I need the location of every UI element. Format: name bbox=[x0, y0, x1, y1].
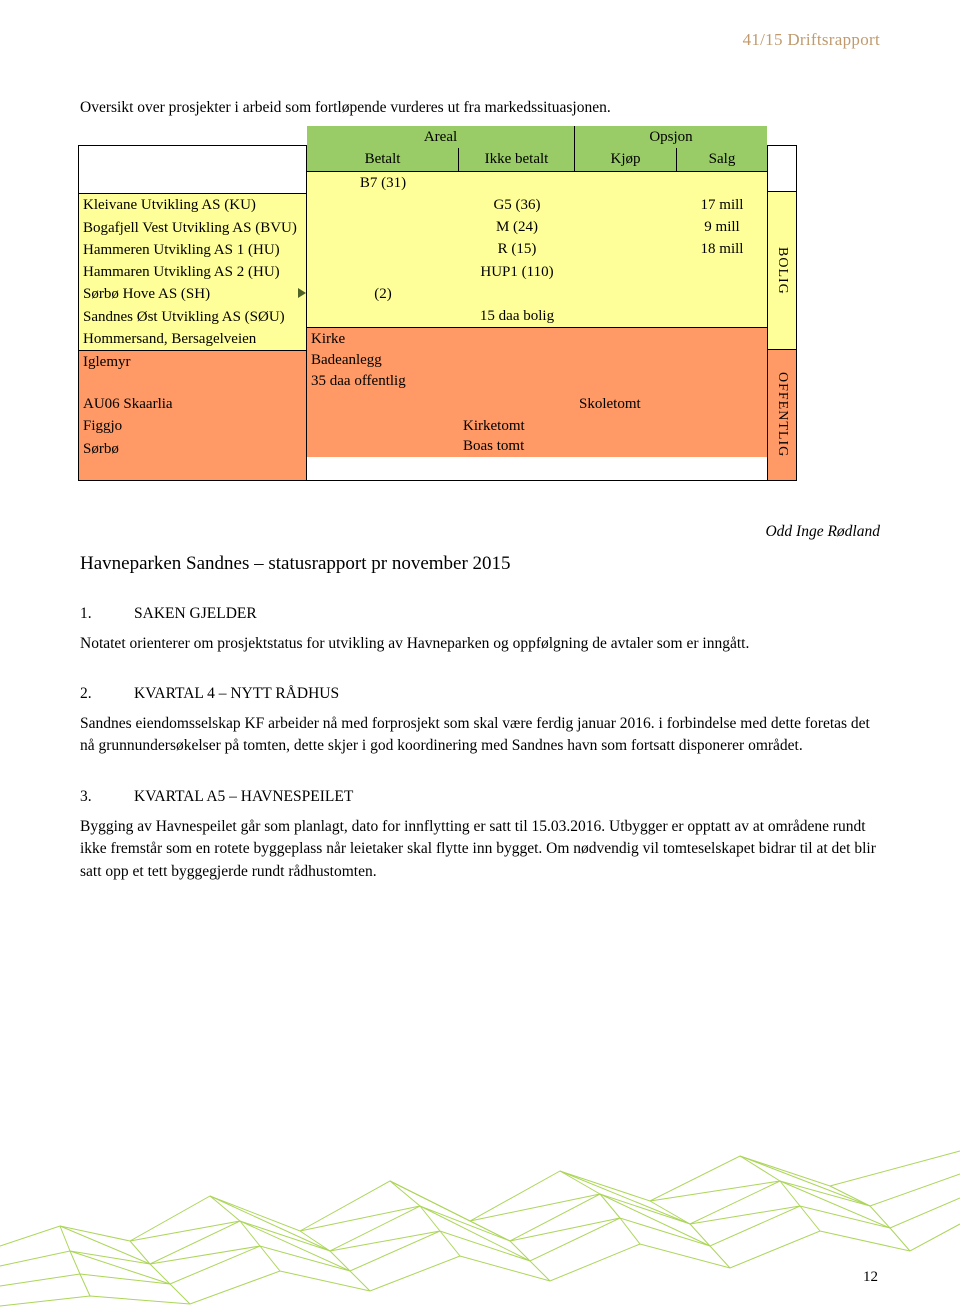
table-cell bbox=[677, 305, 767, 327]
table-cell bbox=[459, 172, 575, 194]
section-2-body: Sandnes eiendomsselskap KF arbeider nå m… bbox=[80, 713, 880, 758]
table-cell bbox=[575, 305, 677, 327]
header-kjop: Kjøp bbox=[575, 148, 677, 170]
section-2-heading: 2. KVARTAL 4 – NYTT RÅDHUS bbox=[80, 685, 880, 703]
table-cell: B7 (31) bbox=[307, 172, 459, 194]
table-cell bbox=[459, 393, 575, 415]
header-ikke-betalt: Ikke betalt bbox=[459, 148, 575, 170]
table-cell: G5 (36) bbox=[459, 194, 575, 216]
table-cell: 15 daa bolig bbox=[459, 305, 575, 327]
table-cell bbox=[677, 393, 767, 415]
table-cell bbox=[575, 261, 677, 283]
table-cell bbox=[307, 238, 459, 260]
row-name: Kleivane Utvikling AS (KU) bbox=[79, 194, 306, 216]
table-cell bbox=[677, 415, 767, 457]
table-cell bbox=[307, 194, 459, 216]
table-cell: M (24) bbox=[459, 216, 575, 238]
row-name: Figgjo bbox=[79, 415, 306, 437]
header-areal: Areal bbox=[307, 126, 575, 148]
table-cell bbox=[575, 216, 677, 238]
table-cell bbox=[677, 328, 767, 370]
table-cell: KirkeBadeanlegg bbox=[307, 328, 459, 370]
page-number: 12 bbox=[863, 1269, 878, 1286]
table-cell: HUP1 (110) bbox=[459, 261, 575, 283]
table-cell bbox=[575, 283, 677, 305]
table-cell bbox=[307, 216, 459, 238]
row-name: Sørbø bbox=[79, 438, 306, 480]
section-1-heading: 1. SAKEN GJELDER bbox=[80, 605, 880, 623]
table-cell bbox=[307, 261, 459, 283]
header-salg: Salg bbox=[677, 148, 767, 170]
table-cell: R (15) bbox=[459, 238, 575, 260]
table-cell bbox=[459, 283, 575, 305]
table-cell bbox=[575, 415, 677, 457]
table-cell bbox=[575, 238, 677, 260]
row-name: Iglemyr bbox=[79, 351, 306, 393]
label-offentlig: OFFENTLIG bbox=[768, 349, 796, 479]
table-cell: 18 mill bbox=[677, 238, 767, 260]
table-cell bbox=[677, 370, 767, 392]
table-cell: 35 daa offentlig bbox=[307, 370, 459, 392]
section-3-heading: 3. KVARTAL A5 – HAVNESPEILET bbox=[80, 788, 880, 806]
table-cell bbox=[307, 305, 459, 327]
table-cell bbox=[677, 283, 767, 305]
projects-table: Kleivane Utvikling AS (KU)Bogafjell Vest… bbox=[78, 145, 797, 480]
row-name: Hommersand, Bersagelveien bbox=[79, 328, 306, 351]
table-cell bbox=[677, 261, 767, 283]
table-cell bbox=[575, 328, 677, 370]
section-3-body: Bygging av Havnespeilet går som planlagt… bbox=[80, 816, 880, 883]
table-cell bbox=[677, 172, 767, 194]
author-name: Odd Inge Rødland bbox=[80, 523, 880, 541]
table-cell: 9 mill bbox=[677, 216, 767, 238]
table-cell bbox=[459, 370, 575, 392]
status-title: Havneparken Sandnes – statusrapport pr n… bbox=[80, 553, 880, 575]
page-header: 41/15 Driftsrapport bbox=[80, 30, 880, 50]
table-cell bbox=[459, 328, 575, 370]
row-name: Sørbø Hove AS (SH) bbox=[79, 283, 306, 305]
row-name: Hammeren Utvikling AS 1 (HU) bbox=[79, 239, 306, 261]
table-cell: Skoletomt bbox=[575, 393, 677, 415]
header-opsjon: Opsjon bbox=[575, 126, 767, 148]
table-cell: 17 mill bbox=[677, 194, 767, 216]
label-bolig: BOLIG bbox=[768, 192, 796, 349]
header-betalt: Betalt bbox=[307, 148, 459, 170]
intro-text: Oversikt over prosjekter i arbeid som fo… bbox=[80, 96, 880, 119]
table-cell: KirketomtBoas tomt bbox=[459, 415, 575, 457]
row-name: Bogafjell Vest Utvikling AS (BVU) bbox=[79, 217, 306, 239]
table-cell bbox=[575, 370, 677, 392]
section-1-body: Notatet orienterer om prosjektstatus for… bbox=[80, 633, 880, 655]
row-name: AU06 Skaarlia bbox=[79, 393, 306, 415]
table-cell bbox=[307, 415, 459, 457]
table-cell bbox=[575, 194, 677, 216]
table-cell bbox=[575, 172, 677, 194]
table-cell bbox=[307, 393, 459, 415]
table-cell: (2) bbox=[307, 283, 459, 305]
row-name: Hammaren Utvikling AS 2 (HU) bbox=[79, 261, 306, 283]
row-name: Sandnes Øst Utvikling AS (SØU) bbox=[79, 306, 306, 328]
